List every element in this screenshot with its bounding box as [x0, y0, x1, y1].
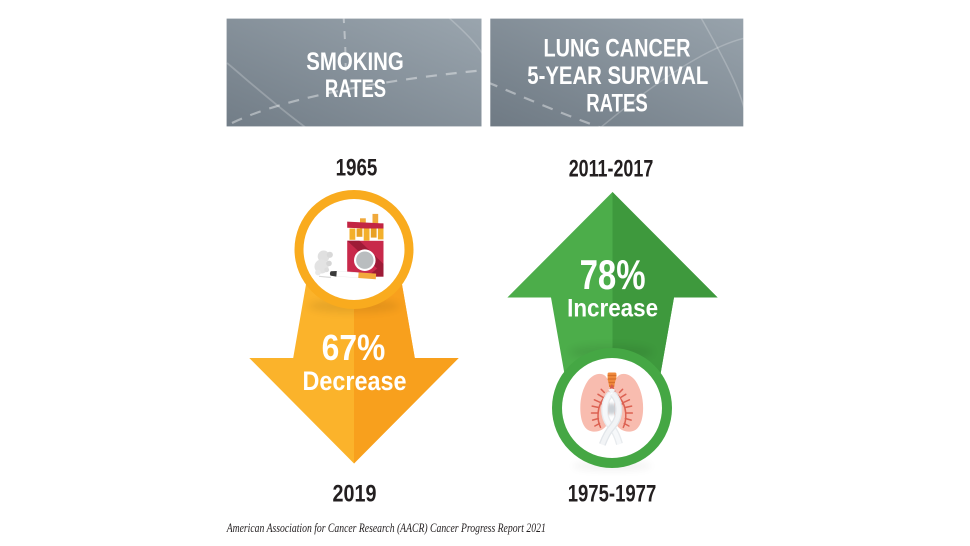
svg-text:RATES: RATES [586, 90, 648, 118]
svg-text:2019: 2019 [333, 481, 377, 508]
svg-text:American Association for Cance: American Association for Cancer Research… [226, 521, 546, 535]
svg-text:Increase: Increase [567, 295, 658, 323]
svg-text:RATES: RATES [325, 75, 386, 103]
svg-text:1965: 1965 [336, 154, 378, 181]
svg-text:5-YEAR SURVIVAL: 5-YEAR SURVIVAL [527, 62, 708, 90]
svg-text:Decrease: Decrease [303, 366, 407, 396]
svg-text:78%: 78% [580, 251, 646, 298]
svg-text:1975-1977: 1975-1977 [568, 481, 657, 508]
svg-text:67%: 67% [322, 327, 386, 368]
svg-text:SMOKING: SMOKING [306, 48, 404, 76]
svg-text:LUNG CANCER: LUNG CANCER [544, 34, 691, 62]
svg-text:2011-2017: 2011-2017 [569, 156, 654, 183]
